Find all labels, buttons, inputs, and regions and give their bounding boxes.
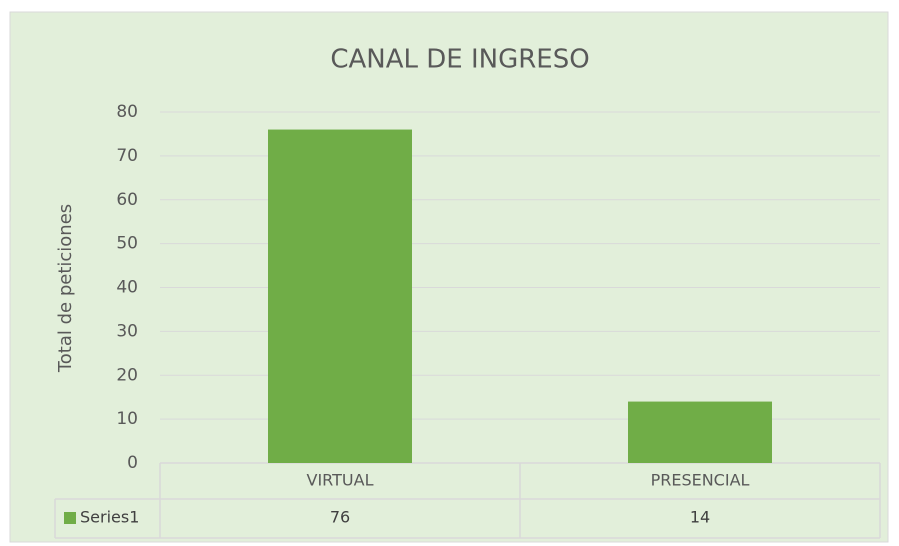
y-tick-label: 20 [116,365,138,385]
chart-title: CANAL DE INGRESO [330,45,589,75]
bar [628,401,772,463]
y-tick-label: 70 [116,146,138,166]
y-tick-label: 80 [116,102,138,122]
y-tick-label: 40 [116,278,138,298]
legend-swatch [64,512,76,524]
y-axis-label: Total de peticiones [55,204,76,373]
y-tick-label: 50 [116,234,138,254]
x-tick-label: PRESENCIAL [651,471,750,490]
bar [268,129,412,464]
y-tick-label: 10 [116,409,138,429]
legend-label: Series1 [80,508,139,527]
y-tick-label: 0 [127,453,138,473]
table-value: 76 [330,508,350,527]
x-tick-label: VIRTUAL [307,471,374,490]
y-tick-label: 30 [116,321,138,341]
y-tick-label: 60 [116,190,138,210]
table-value: 14 [690,508,710,527]
